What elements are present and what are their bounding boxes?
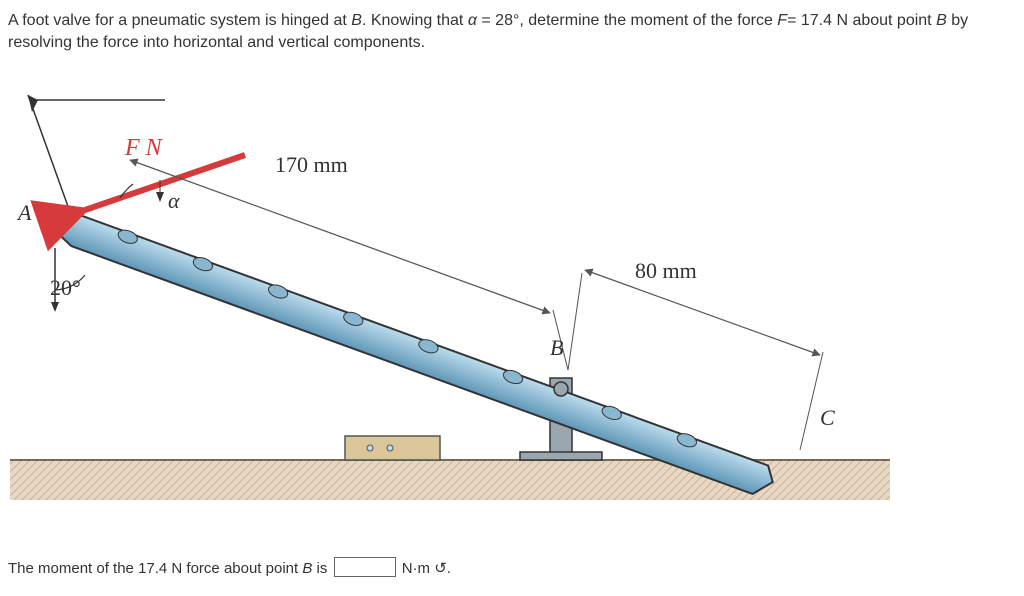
hinge-pin [554, 382, 568, 396]
force-symbol: F [777, 12, 787, 29]
problem-statement: A foot valve for a pneumatic system is h… [8, 10, 1016, 55]
answer-mid: is [312, 560, 331, 577]
label-c: C [820, 405, 835, 431]
hinge-point-2: B [936, 12, 947, 29]
pedal-figure: F N α 20° A B C 170 mm 80 mm [10, 80, 890, 500]
text-mid1: . Knowing that [362, 12, 468, 29]
label-b: B [550, 335, 563, 361]
answer-prefix: The moment of the 17.4 N force about poi… [8, 560, 302, 577]
equals: = [477, 12, 495, 29]
alpha-symbol: α [468, 12, 477, 29]
force-arrow [85, 155, 245, 210]
answer-point: B [302, 560, 312, 577]
alpha-value: 28° [495, 12, 519, 29]
text-prefix: A foot valve for a pneumatic system is h… [8, 12, 351, 29]
answer-suffix: . [447, 560, 451, 577]
force-eq: = 17.4 N [787, 12, 848, 29]
ccw-symbol: ↺ [434, 560, 447, 577]
angle-20-label: 20° [50, 275, 81, 301]
answer-line: The moment of the 17.4 N force about poi… [8, 557, 451, 577]
dim-ab-label: 170 mm [275, 152, 348, 178]
dim-bc-label: 80 mm [635, 258, 697, 284]
text-mid3: about point [848, 12, 936, 29]
force-label: F N [125, 135, 162, 162]
alpha-label: α [168, 188, 180, 214]
answer-input-box[interactable] [334, 557, 396, 577]
text-mid2: , determine the moment of the force [519, 12, 777, 29]
label-a: A [18, 200, 31, 226]
hinge-point: B [351, 12, 362, 29]
answer-unit: N·m [402, 560, 435, 577]
